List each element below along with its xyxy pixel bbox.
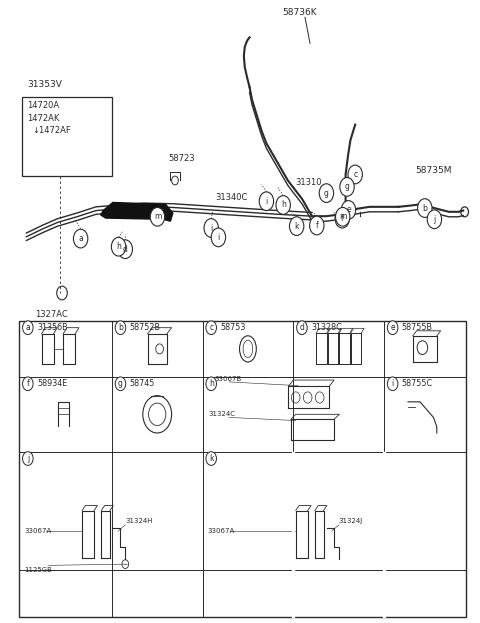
Text: b: b [422,204,427,212]
Text: 58755C: 58755C [402,379,433,388]
Circle shape [289,217,304,235]
Text: 31324C: 31324C [208,411,235,417]
Text: 33067B: 33067B [215,376,242,382]
Text: f: f [315,221,318,230]
Circle shape [111,237,126,256]
Text: 58723: 58723 [168,155,194,163]
Circle shape [310,216,324,235]
Text: 58745: 58745 [130,379,155,388]
Circle shape [206,377,216,391]
Text: 1472AK: 1472AK [27,113,60,123]
Text: e: e [346,206,351,214]
Circle shape [276,196,290,214]
Text: h: h [116,242,121,251]
Circle shape [418,199,432,217]
Text: 1125GB: 1125GB [24,568,52,573]
Text: i: i [217,233,219,242]
Circle shape [340,178,354,196]
Text: h: h [209,379,214,388]
Text: 33067A: 33067A [207,528,235,534]
Circle shape [211,228,226,247]
Circle shape [319,184,334,202]
Text: g: g [345,183,349,191]
Text: 31324H: 31324H [125,518,153,523]
Text: 31328C: 31328C [311,323,342,332]
Text: a: a [25,323,30,332]
Text: 14720A: 14720A [27,100,59,110]
Circle shape [335,209,349,228]
Text: i: i [392,379,394,388]
Text: j: j [27,454,29,463]
Circle shape [115,321,126,335]
Circle shape [427,210,442,229]
Circle shape [341,201,356,219]
Circle shape [23,452,33,465]
Circle shape [297,321,307,335]
Circle shape [115,377,126,391]
Text: k: k [209,454,214,463]
Text: 31353V: 31353V [27,80,62,90]
Text: f: f [341,214,344,223]
Circle shape [387,377,398,391]
Text: g: g [324,189,329,197]
Text: 1327AC: 1327AC [35,310,68,318]
Circle shape [150,207,165,226]
Text: 33067A: 33067A [24,528,51,534]
Text: 58736K: 58736K [283,8,317,17]
Polygon shape [101,202,173,221]
Circle shape [336,207,350,226]
Circle shape [118,240,132,259]
Circle shape [259,192,274,211]
Circle shape [206,452,216,465]
Text: m: m [339,212,347,221]
Text: f: f [26,379,29,388]
Text: 58934E: 58934E [37,379,67,388]
Text: i: i [265,197,267,206]
Text: h: h [281,201,286,209]
Text: 31310: 31310 [295,178,322,187]
Text: 58755B: 58755B [402,323,433,332]
Text: k: k [294,222,299,231]
Text: m: m [154,212,161,221]
Bar [19,321,466,617]
Text: a: a [78,234,83,243]
Text: 58735M: 58735M [415,166,452,176]
Text: b: b [118,323,123,332]
Text: j: j [433,215,435,224]
Text: 58752B: 58752B [130,323,161,332]
Text: g: g [118,379,123,388]
Circle shape [204,219,218,237]
Circle shape [23,377,33,391]
Text: e: e [390,323,395,332]
Text: i: i [210,224,212,232]
Circle shape [73,229,88,248]
Bar [22,97,112,176]
Circle shape [387,321,398,335]
Text: 58753: 58753 [220,323,246,332]
Text: c: c [209,323,213,332]
Text: d: d [123,245,128,254]
Text: ↓1472AF: ↓1472AF [32,126,71,135]
Text: c: c [353,170,357,179]
Circle shape [348,165,362,184]
Circle shape [23,321,33,335]
Circle shape [206,321,216,335]
Text: 31340C: 31340C [215,193,247,202]
Text: 31324J: 31324J [339,518,363,523]
Text: d: d [300,323,304,332]
Text: 31356B: 31356B [37,323,68,332]
